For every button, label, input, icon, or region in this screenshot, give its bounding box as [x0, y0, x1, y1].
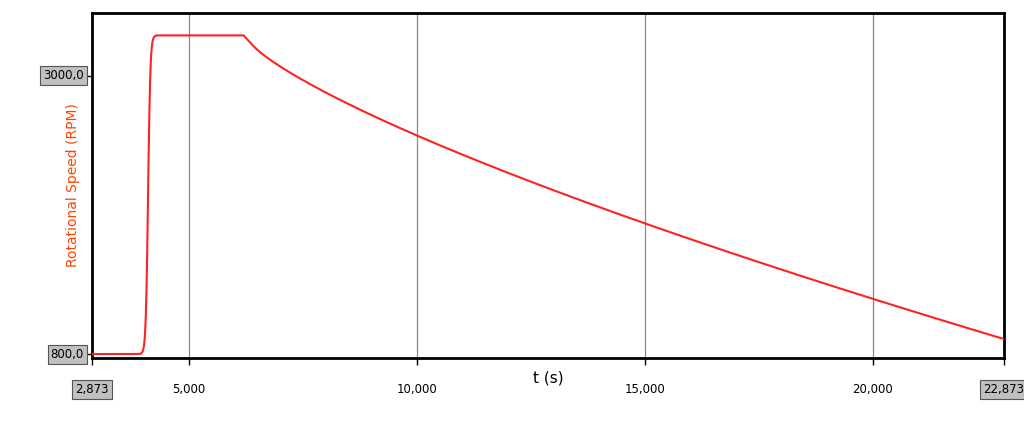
Text: 20,000: 20,000	[852, 383, 893, 396]
Text: 2,873: 2,873	[76, 383, 109, 396]
Text: 5,000: 5,000	[172, 383, 206, 396]
Text: 15,000: 15,000	[625, 383, 666, 396]
Y-axis label: Rotational Speed (RPM): Rotational Speed (RPM)	[66, 103, 80, 267]
Text: 800,0: 800,0	[50, 348, 84, 360]
Text: 3000,0: 3000,0	[43, 69, 84, 83]
X-axis label: t (s): t (s)	[532, 370, 563, 385]
Text: 22,873: 22,873	[983, 383, 1024, 396]
Text: 10,000: 10,000	[396, 383, 437, 396]
